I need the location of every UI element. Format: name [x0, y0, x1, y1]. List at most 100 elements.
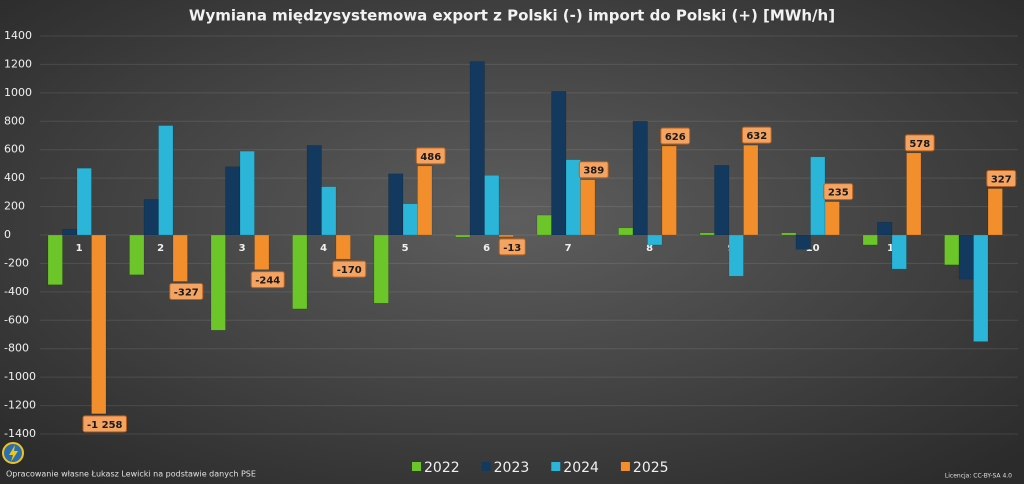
x-tick-label: 8 — [646, 243, 653, 254]
bar — [143, 199, 159, 236]
bar — [254, 234, 270, 270]
bar — [580, 179, 596, 236]
value-label-text: 626 — [665, 132, 686, 143]
bar — [321, 186, 337, 236]
legend-swatch — [412, 462, 421, 471]
bar — [795, 234, 811, 250]
bar — [781, 232, 797, 236]
value-label: -1 258 — [82, 415, 127, 433]
value-label-text: 327 — [991, 175, 1012, 186]
value-label: 235 — [823, 183, 854, 201]
bar — [862, 234, 878, 246]
bar — [498, 234, 514, 238]
y-tick-label: 0 — [4, 228, 11, 241]
bar — [129, 234, 145, 276]
value-label-box — [578, 161, 609, 179]
bar — [699, 232, 715, 236]
x-tick-label: 2 — [157, 243, 164, 254]
bar — [810, 156, 826, 236]
bar — [91, 234, 107, 415]
bar — [891, 234, 907, 270]
x-tick-label: 5 — [402, 243, 409, 254]
value-label-text: 389 — [583, 166, 604, 177]
bar — [402, 203, 418, 236]
legend-label: 2025 — [633, 460, 669, 476]
x-tick-label: 10 — [806, 243, 820, 254]
value-label: 578 — [904, 134, 935, 152]
legend-swatch — [551, 462, 561, 471]
bar — [824, 201, 840, 236]
value-label-text: -244 — [255, 276, 280, 287]
value-label: 486 — [415, 147, 446, 165]
value-label-text: -1 258 — [87, 420, 123, 431]
value-label-text: -327 — [174, 287, 199, 298]
bar — [417, 165, 433, 236]
license-note: Licencja: CC-BY-SA 4.0 — [945, 473, 1012, 480]
bar — [714, 165, 730, 236]
y-tick-label: -1000 — [4, 370, 36, 383]
bar — [469, 61, 485, 236]
value-label: -327 — [169, 282, 204, 300]
value-label-box — [823, 183, 854, 201]
bar — [661, 145, 677, 236]
x-tick-label: 7 — [565, 243, 572, 254]
bar — [906, 152, 922, 236]
bar — [743, 144, 759, 236]
bar — [239, 150, 255, 236]
bar — [388, 173, 404, 236]
value-label-box — [415, 147, 446, 165]
value-label-box — [498, 238, 526, 256]
bar — [76, 167, 92, 236]
logo — [2, 442, 24, 464]
y-tick-label: -600 — [4, 313, 29, 326]
bar — [292, 234, 308, 310]
bar — [62, 229, 78, 236]
value-label-text: 486 — [420, 152, 441, 163]
value-label-box — [332, 260, 367, 278]
value-label: -170 — [332, 260, 367, 278]
bar — [210, 234, 226, 331]
value-label: 327 — [986, 170, 1017, 188]
x-tick-label: 4 — [320, 243, 327, 254]
bar — [225, 166, 241, 236]
source-note: Opracowanie własne Łukasz Lewicki na pod… — [6, 470, 256, 479]
y-tick-label: 1200 — [4, 57, 32, 70]
value-label: -13 — [498, 238, 526, 256]
value-label-box — [169, 282, 204, 300]
legend-label: 2024 — [563, 460, 599, 476]
value-label-box — [986, 170, 1017, 188]
bar — [373, 234, 389, 304]
y-tick-label: 1400 — [4, 29, 32, 42]
value-label-text: -170 — [337, 265, 362, 276]
value-label-text: 578 — [909, 139, 930, 150]
y-tick-label: -1200 — [4, 399, 36, 412]
bar — [306, 145, 322, 236]
value-label-box — [250, 271, 285, 289]
legend-swatch — [481, 462, 491, 471]
value-label: 632 — [741, 126, 772, 144]
bar — [158, 125, 174, 236]
value-label-box — [904, 134, 935, 152]
bar — [987, 188, 1003, 236]
value-label-text: -13 — [503, 243, 521, 254]
bar — [551, 91, 567, 236]
bar — [565, 159, 581, 236]
y-tick-label: 600 — [4, 143, 25, 156]
y-tick-label: -200 — [4, 256, 29, 269]
y-tick-label: 1000 — [4, 86, 32, 99]
value-label-text: 632 — [746, 131, 767, 142]
legend-label: 2023 — [494, 460, 530, 476]
value-label: 626 — [660, 127, 691, 145]
value-label: -244 — [250, 271, 285, 289]
value-label: 389 — [578, 161, 609, 179]
x-tick-label: 6 — [483, 243, 490, 254]
value-label-box — [660, 127, 691, 145]
y-tick-label: -1400 — [4, 427, 36, 440]
bar — [172, 234, 188, 282]
y-tick-label: -400 — [4, 285, 29, 298]
bar — [958, 234, 974, 280]
y-tick-label: 200 — [4, 200, 25, 213]
chart-title: Wymiana międzysystemowa export z Polski … — [189, 7, 835, 25]
bar — [455, 234, 471, 238]
